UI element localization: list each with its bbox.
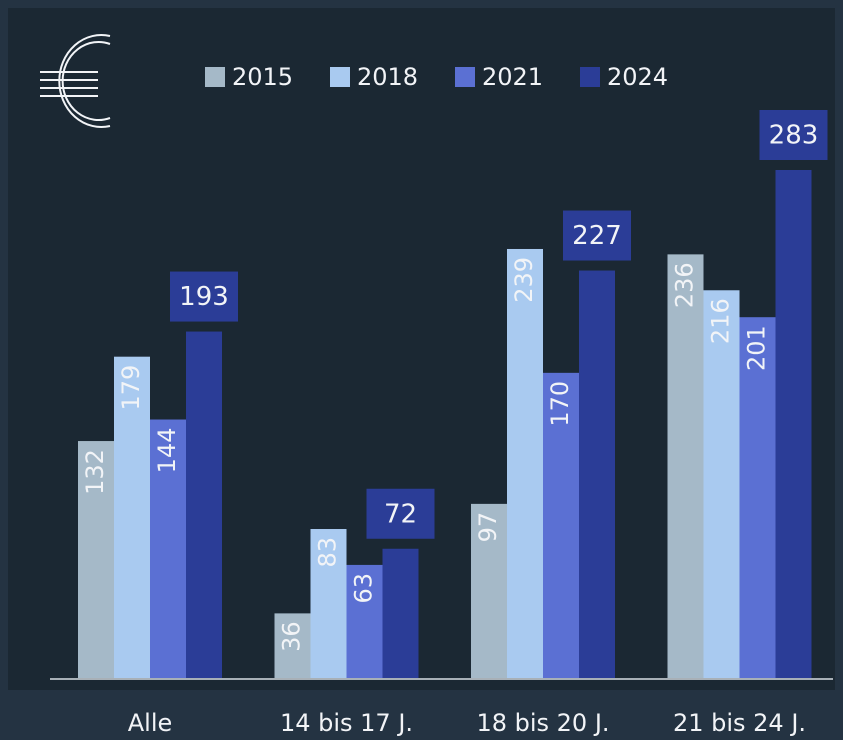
- bar: [775, 170, 812, 678]
- value-label-box: [759, 110, 828, 160]
- bar: [471, 503, 507, 678]
- bar: [543, 372, 579, 678]
- value-label-box: [366, 488, 435, 539]
- value-label: 236: [671, 262, 699, 308]
- bar: [579, 270, 615, 678]
- bar: [78, 441, 114, 678]
- value-label: 97: [474, 512, 502, 543]
- legend-swatch: [580, 67, 600, 87]
- value-label: 72: [384, 499, 417, 529]
- value-label: 36: [278, 621, 306, 652]
- legend-label: 2021: [482, 63, 543, 91]
- legend-swatch: [455, 67, 475, 87]
- value-label: 170: [546, 381, 574, 427]
- bar: [703, 290, 740, 678]
- x-tick-label: 14 bis 17 J.: [280, 709, 413, 737]
- bar: [346, 564, 383, 678]
- legend-label: 2018: [357, 63, 418, 91]
- bar: [667, 254, 704, 678]
- value-label: 227: [572, 221, 622, 251]
- value-label: 132: [81, 449, 109, 495]
- value-label: 144: [153, 428, 181, 474]
- value-label: 216: [707, 298, 735, 344]
- value-label-box: [563, 210, 631, 261]
- bar: [114, 356, 150, 678]
- bar: [507, 248, 543, 678]
- value-label: 179: [117, 365, 145, 411]
- value-label: 239: [510, 257, 538, 303]
- bar: [382, 548, 419, 678]
- legend-swatch: [330, 67, 350, 87]
- bar: [274, 613, 311, 678]
- bar: [186, 331, 222, 678]
- x-tick-label: 21 bis 24 J.: [673, 709, 806, 737]
- value-label: 201: [743, 325, 771, 371]
- value-label: 63: [350, 573, 378, 604]
- legend-label: 2015: [232, 63, 293, 91]
- value-label-box: [170, 271, 238, 322]
- bar: [150, 419, 186, 678]
- euro-icon: [40, 34, 111, 128]
- value-label: 283: [769, 121, 819, 151]
- x-tick-label: Alle: [128, 709, 173, 737]
- legend-swatch: [205, 67, 225, 87]
- value-label: 193: [179, 282, 229, 312]
- bar: [739, 317, 776, 678]
- legend-label: 2024: [607, 63, 668, 91]
- bar: [310, 529, 347, 678]
- x-tick-label: 18 bis 20 J.: [476, 709, 609, 737]
- value-label: 83: [314, 537, 342, 568]
